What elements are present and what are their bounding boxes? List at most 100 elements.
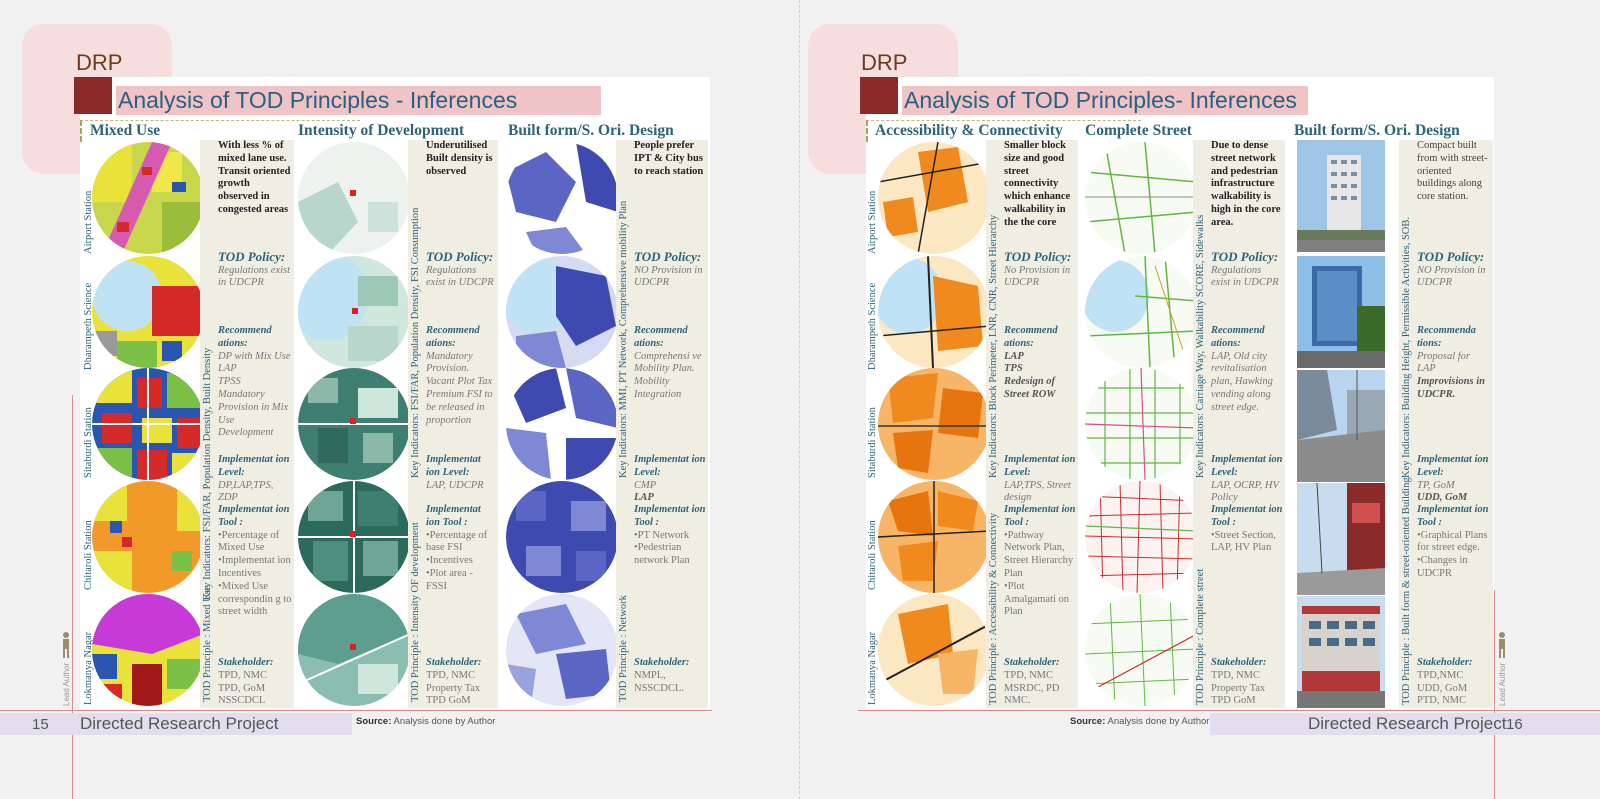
map-intensity-chitaroli — [298, 481, 410, 593]
rec-item: Redesign of Street ROW — [1004, 376, 1056, 400]
map-accessibility-chitaroli — [878, 481, 990, 593]
page-number: 16 — [1506, 716, 1523, 733]
level-text: LAP, OCRP, HV Policy — [1211, 479, 1279, 504]
column-head-built-form: Built form/S. Ori. Design — [1294, 122, 1460, 139]
text-column-accessibility: Smaller block size and good street conne… — [1002, 140, 1078, 708]
source-label: Source: — [356, 716, 392, 727]
inference-text: Underutilised Built density is observed — [426, 140, 493, 177]
policy-heading: TOD Policy: — [1211, 249, 1279, 264]
drp-tag: DRP — [861, 50, 908, 75]
rec-item: Improvisions in UDCPR. — [1417, 376, 1485, 400]
stakeholder-heading: Stakeholder: — [426, 657, 482, 668]
tool-heading: Implementat ion Tool : — [634, 504, 706, 528]
policy-text: No Provision in UDCPR — [1004, 264, 1071, 289]
tool-item: •Mixed Use correspondin g to street widt… — [218, 580, 292, 618]
stakeholder-item: NMPL, — [634, 669, 666, 681]
rec-item: Mobility Integration — [634, 376, 682, 400]
inference-text: Compact built from with street-oriented … — [1417, 140, 1488, 203]
policy-heading: TOD Policy: — [1004, 249, 1072, 264]
recommendations-heading: Recommend ations: — [218, 325, 272, 349]
rec-item: Premium FSI to be released in proportion — [426, 388, 493, 426]
map-mixed-use-chitaroli — [92, 481, 204, 593]
key-indicators-accessibility: Key Indicators: Block Perimeter, LNR, CN… — [988, 214, 999, 478]
title-rule-v — [866, 120, 868, 142]
rec-item: Mandatory Provision. — [426, 350, 473, 375]
vertical-strip — [616, 140, 632, 708]
tool-heading: Implementat ion Tool : — [1417, 504, 1489, 528]
tool-item: •Percentage of Mixed Use — [218, 529, 280, 554]
photo-built-form-dharampeth — [1297, 256, 1385, 368]
level-text: UDD, GoM — [1417, 492, 1468, 504]
recommendations-heading: Recommenda tions: — [1417, 325, 1476, 349]
page-number: 15 — [32, 716, 49, 733]
stakeholder-item: Property Tax — [1211, 682, 1266, 694]
inference-text: With less % of mixed lane use. Transit o… — [218, 140, 291, 215]
text-column-built-form: Compact built from with street-oriented … — [1415, 140, 1493, 708]
stakeholder-item: TPD GoM — [426, 695, 471, 707]
key-indicators-street: Key Indicators: Carriage Way, Walkabilit… — [1195, 214, 1206, 478]
margin-line — [1494, 590, 1495, 799]
policy-heading: TOD Policy: — [634, 249, 702, 264]
footer-band — [1210, 713, 1600, 735]
vertical-strip — [986, 140, 1002, 708]
policy-text: Regulations exist in UDCPR — [426, 264, 494, 289]
tool-item: •PT Network — [634, 529, 690, 541]
rec-item: TPS — [1004, 363, 1023, 375]
vertical-strip — [408, 140, 424, 708]
map-mixed-use-lokmanya — [92, 594, 204, 706]
stakeholder-item: TPD, NMC — [218, 669, 268, 681]
map-network-sitaburdi — [506, 368, 618, 480]
tool-heading: Implementat ion Tool : — [426, 504, 481, 528]
text-column-mixed-use: With less % of mixed lane use. Transit o… — [216, 140, 294, 708]
column-head-built-form: Built form/S. Ori. Design — [508, 122, 674, 139]
map-street-sitaburdi — [1085, 368, 1197, 480]
map-street-chitaroli — [1085, 481, 1197, 593]
margin-line — [72, 395, 73, 799]
column-head-complete-street: Complete Street — [1085, 122, 1192, 139]
title-rule — [80, 120, 360, 121]
map-intensity-sitaburdi — [298, 368, 410, 480]
person-icon — [1499, 632, 1505, 658]
map-intensity-dharampeth — [298, 256, 410, 368]
stakeholder-item: TPD, NMC — [426, 669, 476, 681]
column-head-intensity: Intensity of Development — [298, 122, 465, 139]
map-intensity-lokmanya — [298, 594, 410, 706]
stakeholder-heading: Stakeholder: — [218, 657, 274, 668]
rec-item: Mandatory Provision in Mix Use Developme… — [218, 388, 289, 439]
footer-band — [0, 713, 352, 735]
level-text: LAP,TPS, Street design — [1004, 479, 1071, 504]
policy-text: Regulations exist in UDCPR — [218, 264, 291, 289]
page-title: Analysis of TOD Principles- Inferences — [902, 86, 1308, 115]
stakeholder-item: NMC. — [1004, 695, 1031, 707]
tool-heading: Implementat ion Tool : — [1004, 504, 1076, 528]
title-marker — [860, 77, 898, 114]
recommendations-heading: Recommend ations: — [634, 325, 688, 349]
vertical-strip — [1399, 140, 1415, 708]
rec-item: DP with Mix Use — [218, 350, 291, 362]
tool-heading: Implementat ion Tool : — [218, 504, 290, 528]
column-head-accessibility: Accessibility & Connectivity — [875, 122, 1063, 139]
level-heading: Implementat ion Level: — [1211, 454, 1283, 478]
stakeholder-item: NSSCDCL — [218, 695, 266, 707]
level-text: LAP — [634, 492, 654, 504]
rec-item: Comprehensi ve Mobility Plan. — [634, 350, 702, 375]
rec-item: Proposal for LAP — [1417, 350, 1470, 375]
tool-item: •Plot area - FSSI — [426, 567, 473, 592]
recommendations-heading: Recommend ations: — [1004, 325, 1058, 349]
footer-title: Directed Research Project — [80, 714, 279, 733]
recommendations-heading: Recommend ations: — [426, 325, 480, 349]
inference-text: Smaller block size and good street conne… — [1004, 140, 1071, 228]
drp-tag: DRP — [76, 50, 123, 75]
stakeholder-item: PTD, NMC — [1417, 695, 1467, 707]
map-network-airport — [506, 142, 618, 254]
policy-heading: TOD Policy: — [426, 249, 494, 264]
spread-divider — [799, 0, 800, 799]
row-label-lokmanya: Lokmanya Nagar — [867, 631, 878, 705]
map-street-dharampeth — [1085, 256, 1197, 368]
row-label-chitaroli: Chitaroli Station — [867, 520, 878, 590]
level-text: DP,LAP,TPS, ZDP — [218, 479, 274, 504]
policy-heading: TOD Policy: — [218, 249, 286, 264]
map-street-lokmanya — [1085, 594, 1197, 706]
row-label-airport: Airport Station — [867, 190, 878, 254]
level-heading: Implementat ion Level: — [634, 454, 706, 478]
